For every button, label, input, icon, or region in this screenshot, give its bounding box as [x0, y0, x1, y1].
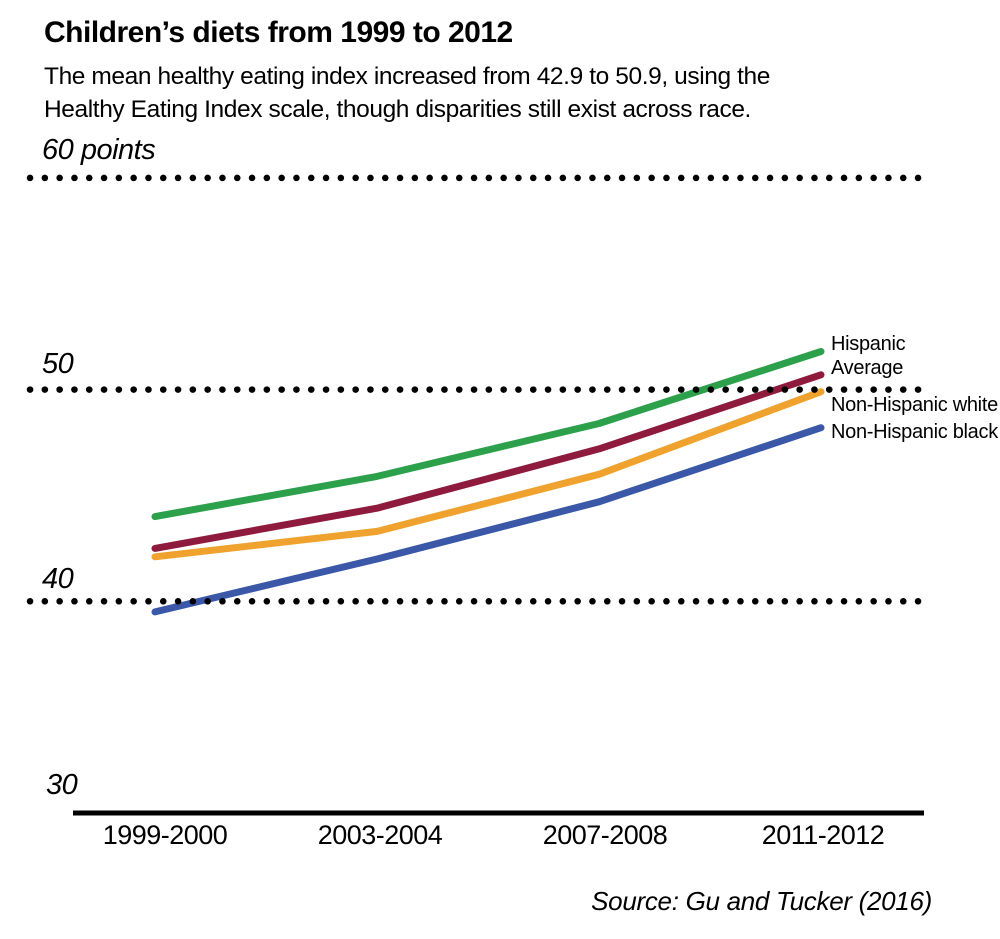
chart-title: Children’s diets from 1999 to 2012 — [44, 16, 513, 49]
y-axis-label-60-points: 60 points — [42, 134, 156, 166]
series-line-average — [151, 371, 825, 552]
legend-label-non-hispanic-black: Non-Hispanic black — [831, 421, 998, 443]
series-line-non-hispanic-white — [151, 388, 825, 561]
series-line-hispanic — [151, 348, 825, 521]
series-line-non-hispanic-black — [151, 424, 825, 616]
x-axis-label-1999-2000: 1999-2000 — [102, 820, 228, 850]
x-axis-label-2011-2012: 2011-2012 — [761, 820, 885, 850]
chart-subtitle-line-1: The mean healthy eating index increased … — [44, 63, 770, 90]
x-axis-label-2003-2004: 2003-2004 — [317, 820, 443, 850]
x-axis-label-2007-2008: 2007-2008 — [542, 820, 668, 850]
legend-label-hispanic: Hispanic — [831, 333, 906, 355]
y-axis-label-50: 50 — [42, 348, 74, 380]
y-axis-label-40: 40 — [42, 563, 74, 595]
y-axis-label-30: 30 — [46, 769, 78, 801]
chart-subtitle-line-2: Healthy Eating Index scale, though dispa… — [44, 96, 751, 123]
legend-label-non-hispanic-white: Non-Hispanic white — [831, 394, 998, 416]
source-credit: Source: Gu and Tucker (2016) — [591, 886, 932, 916]
chart-subtitle: The mean healthy eating index increased … — [44, 60, 770, 126]
legend-label-average: Average — [831, 357, 904, 379]
